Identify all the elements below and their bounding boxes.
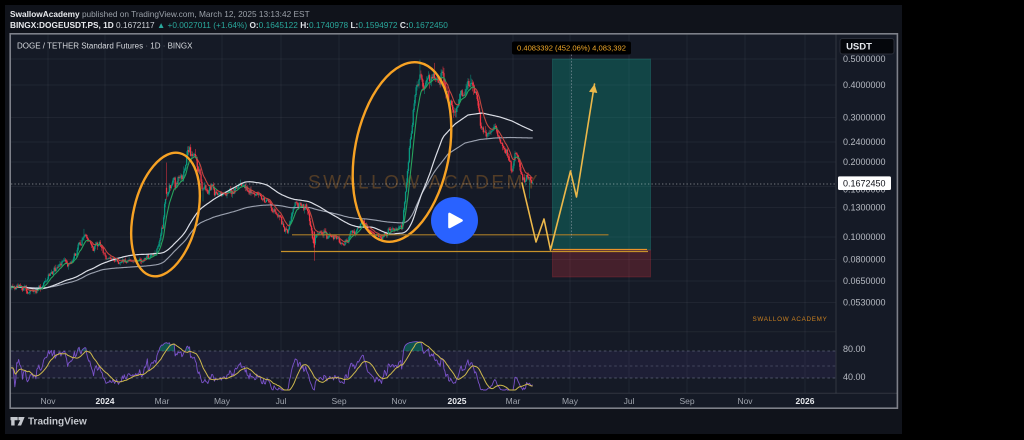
svg-text:TradingView: TradingView (28, 417, 87, 428)
svg-text:80.00: 80.00 (843, 344, 866, 354)
svg-text:May: May (214, 396, 231, 406)
svg-text:SwallowAcademy published on Tr: SwallowAcademy published on TradingView.… (10, 9, 310, 19)
svg-text:2026: 2026 (796, 396, 815, 406)
svg-text:USDT: USDT (846, 42, 872, 53)
svg-text:Sep: Sep (331, 396, 346, 406)
svg-text:0.2000000: 0.2000000 (843, 157, 886, 167)
svg-text:0.1672450: 0.1672450 (843, 178, 886, 188)
svg-text:May: May (562, 396, 579, 406)
svg-text:DOGE / TETHER Standard Futures: DOGE / TETHER Standard Futures · 1D · BI… (17, 41, 193, 50)
svg-text:Nov: Nov (391, 396, 407, 406)
svg-text:Nov: Nov (737, 396, 753, 406)
svg-text:40.00: 40.00 (843, 372, 866, 382)
svg-text:0.0650000: 0.0650000 (843, 276, 886, 286)
svg-text:Sep: Sep (679, 396, 694, 406)
svg-text:2025: 2025 (448, 396, 467, 406)
svg-text:2024: 2024 (96, 396, 115, 406)
svg-text:0.0800000: 0.0800000 (843, 255, 886, 265)
svg-text:SWALLOW ACADEMY: SWALLOW ACADEMY (308, 173, 540, 194)
svg-text:0.4083392 (452.06%) 4,083,392: 0.4083392 (452.06%) 4,083,392 (517, 44, 626, 53)
svg-text:BINGX:DOGEUSDT.PS, 1D 0.167211: BINGX:DOGEUSDT.PS, 1D 0.1672117 ▲ +0.002… (10, 20, 448, 30)
svg-text:0.3000000: 0.3000000 (843, 113, 886, 123)
svg-text:SWALLOW ACADEMY: SWALLOW ACADEMY (753, 316, 828, 323)
svg-text:0.0530000: 0.0530000 (843, 298, 886, 308)
svg-text:0.1000000: 0.1000000 (843, 232, 886, 242)
svg-text:Jul: Jul (624, 396, 635, 406)
svg-text:0.4000000: 0.4000000 (843, 80, 886, 90)
svg-text:0.5000000: 0.5000000 (843, 54, 886, 64)
svg-text:0.1300000: 0.1300000 (843, 203, 886, 213)
svg-text:Mar: Mar (506, 396, 521, 406)
svg-text:Jul: Jul (276, 396, 287, 406)
svg-text:Nov: Nov (40, 396, 56, 406)
svg-text:Mar: Mar (155, 396, 170, 406)
svg-text:0.2400000: 0.2400000 (843, 137, 886, 147)
